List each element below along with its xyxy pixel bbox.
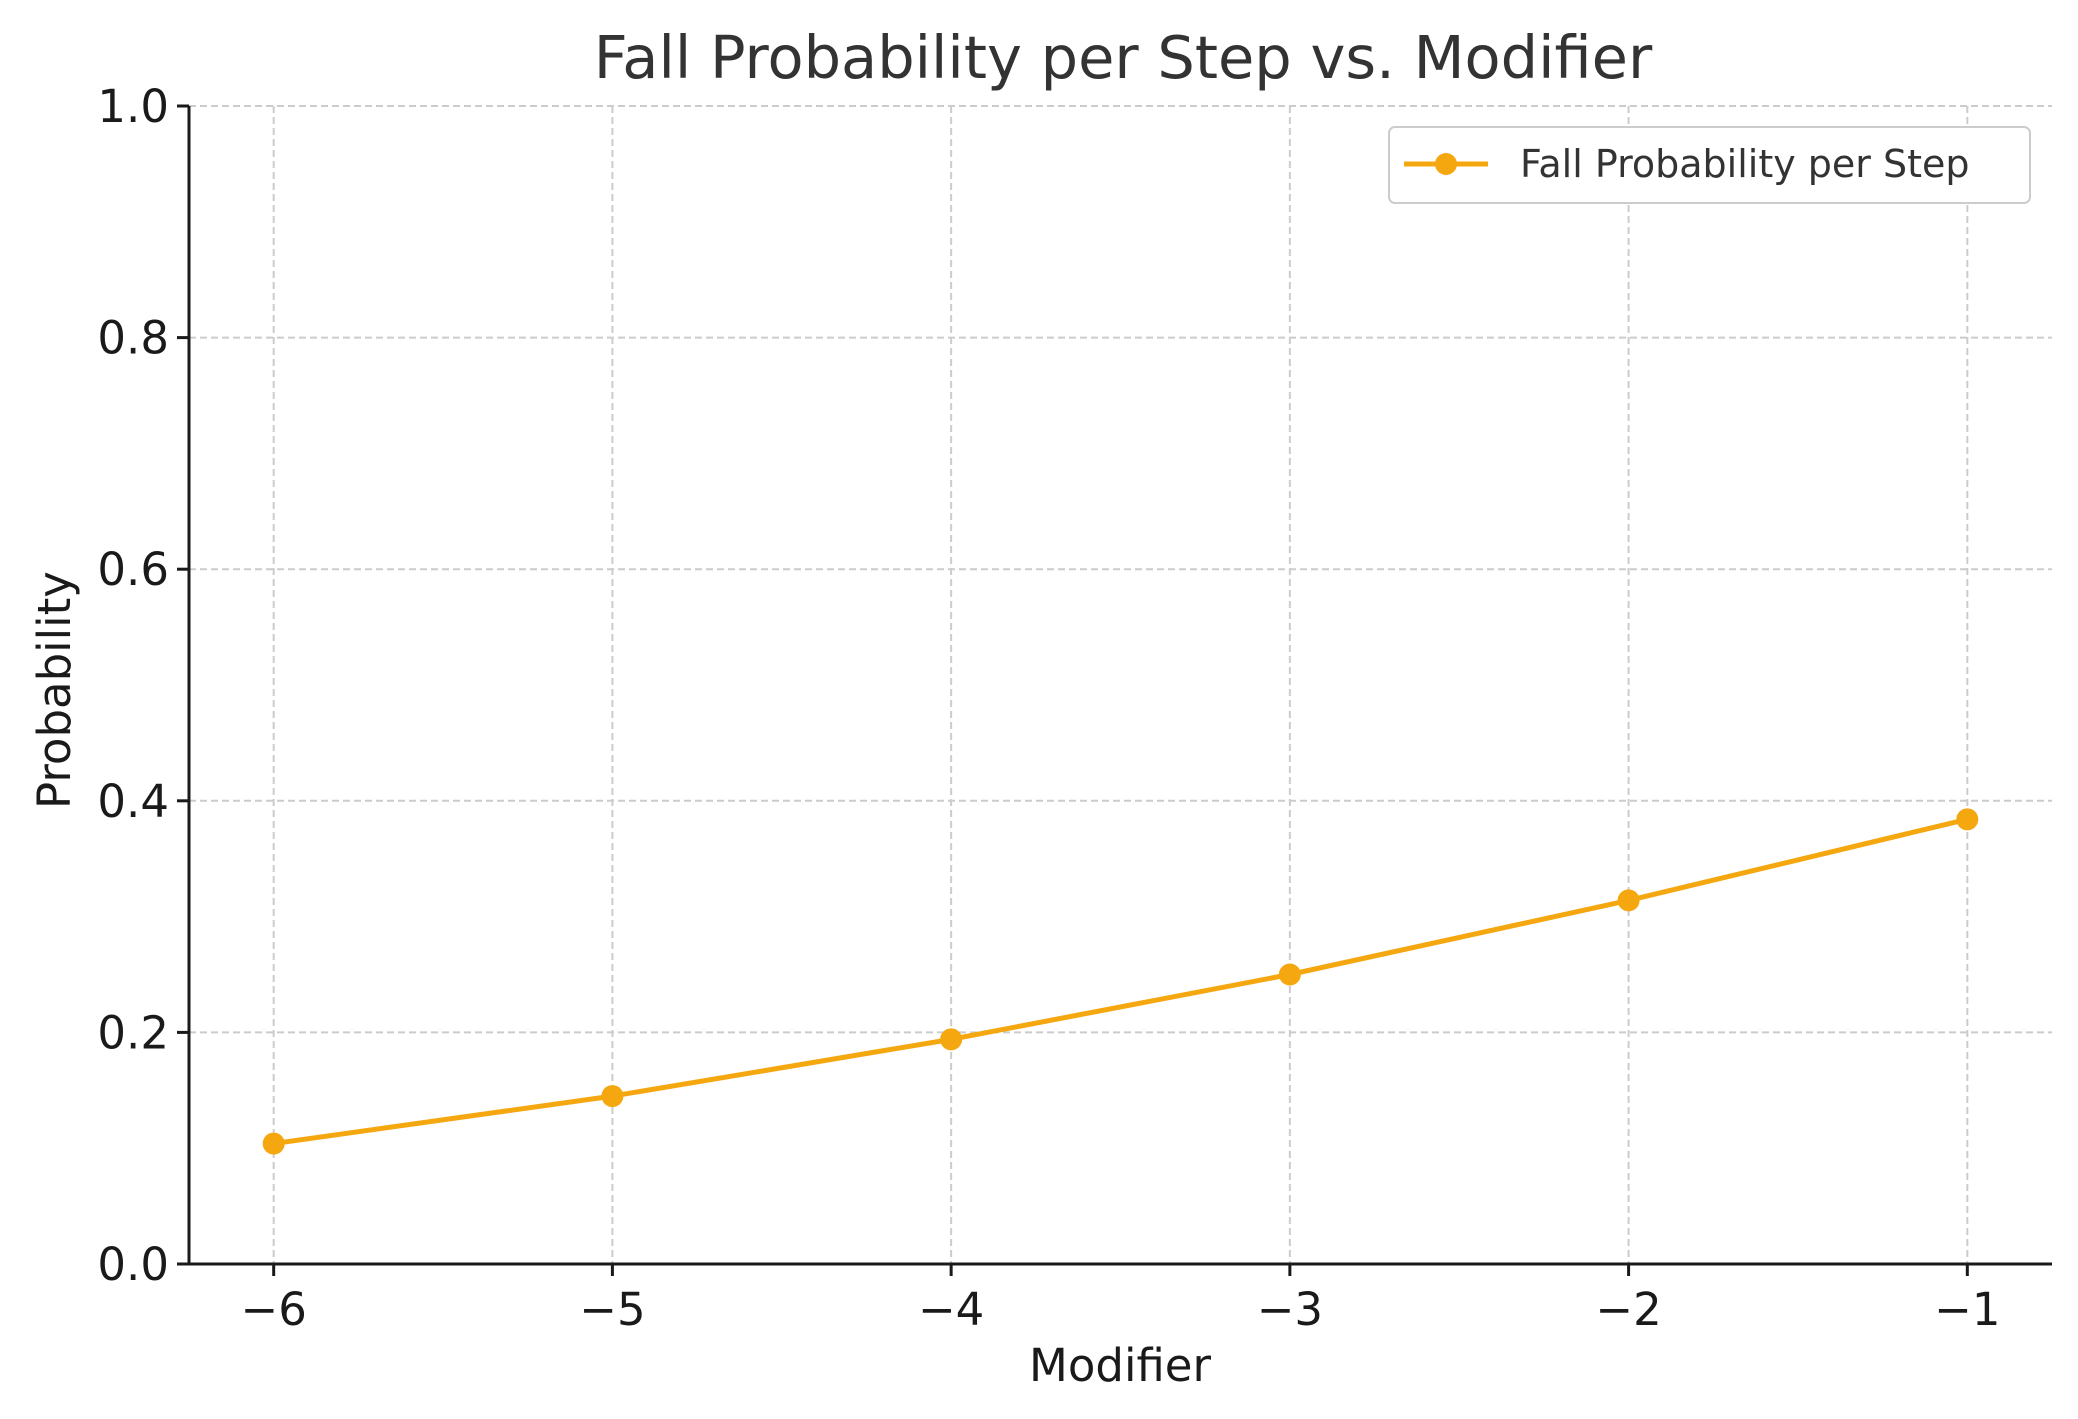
y-tick-label: 0.0: [97, 1238, 169, 1291]
x-tick-label: −4: [918, 1283, 984, 1336]
data-point: [1956, 808, 1979, 831]
y-tick-label: 0.6: [97, 543, 169, 596]
x-tick-label: −1: [1934, 1283, 2000, 1336]
legend: Fall Probability per Step: [1388, 126, 2031, 204]
y-tick-label: 1.0: [97, 80, 169, 133]
x-tick-label: −6: [241, 1283, 307, 1336]
x-tick-label: −5: [579, 1283, 645, 1336]
series-layer: [262, 808, 1979, 1155]
y-tick-label: 0.8: [97, 312, 169, 365]
chart-title: Fall Probability per Step vs. Modifier: [594, 23, 1653, 92]
y-axis-label: Probability: [28, 571, 81, 809]
y-tick-label: 0.4: [97, 775, 169, 828]
legend-frame: [1388, 126, 2031, 204]
legend-entry-label: Fall Probability per Step: [1520, 142, 1970, 186]
series-line: [271, 816, 1970, 1147]
data-point: [1617, 889, 1640, 912]
x-axis-label: Modifier: [1029, 1339, 1211, 1392]
x-tick-label: −3: [1257, 1283, 1323, 1336]
ticks-layer: −6 −5 −4 −3 −2 −1 0.0 0.2 0.4 0.6 0.8 1.0: [97, 80, 2000, 1336]
data-point: [1278, 963, 1301, 986]
data-point: [601, 1085, 624, 1108]
legend-marker-swatch: [1435, 153, 1457, 175]
data-point: [940, 1028, 963, 1051]
x-tick-label: −2: [1595, 1283, 1661, 1336]
data-point: [262, 1132, 285, 1155]
y-tick-label: 0.2: [97, 1006, 169, 1059]
